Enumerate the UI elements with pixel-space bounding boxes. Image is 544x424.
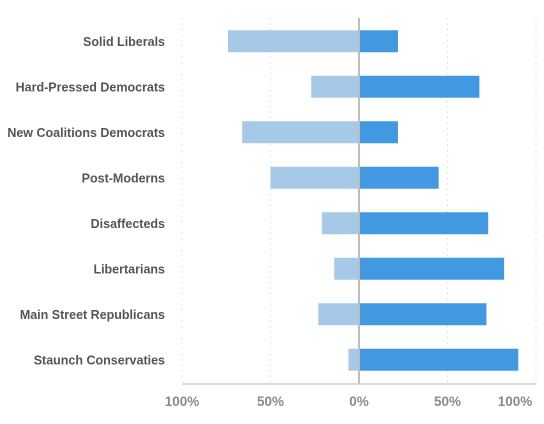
bars — [228, 30, 519, 371]
tick-labels: 100% 50% 0% 50% 100% — [165, 394, 533, 409]
x-tick-label: 50% — [434, 394, 461, 409]
bar-positive — [359, 303, 487, 326]
bar-positive — [359, 75, 480, 98]
bar-negative — [321, 212, 359, 235]
category-labels: Solid Liberals Hard-Pressed Democrats New … — [7, 35, 165, 368]
bar-negative — [348, 348, 359, 371]
bar-positive — [359, 348, 519, 371]
category-label: Staunch Conservaties — [34, 353, 165, 367]
bar-negative — [270, 166, 359, 189]
x-tick-label: 0% — [349, 394, 369, 409]
category-label: Solid Liberals — [83, 35, 165, 49]
bar-positive — [359, 166, 439, 189]
category-label: Post-Moderns — [82, 171, 165, 185]
bar-negative — [242, 121, 359, 144]
category-label: Main Street Republicans — [20, 308, 165, 322]
bar-negative — [311, 75, 359, 98]
axes — [182, 18, 536, 385]
category-label: Libertarians — [93, 262, 165, 276]
bar-positive — [359, 121, 398, 144]
category-label: Disaffecteds — [91, 217, 165, 231]
bar-negative — [318, 303, 359, 326]
bar-negative — [334, 257, 359, 280]
category-label: New Coalitions Democrats — [7, 126, 165, 140]
x-tick-label: 100% — [498, 394, 533, 409]
x-tick-label: 50% — [257, 394, 284, 409]
x-tick-label: 100% — [165, 394, 200, 409]
bar-negative — [228, 30, 359, 53]
category-label: Hard-Pressed Democrats — [16, 80, 165, 94]
bar-positive — [359, 212, 489, 235]
bar-positive — [359, 257, 505, 280]
bar-positive — [359, 30, 398, 53]
